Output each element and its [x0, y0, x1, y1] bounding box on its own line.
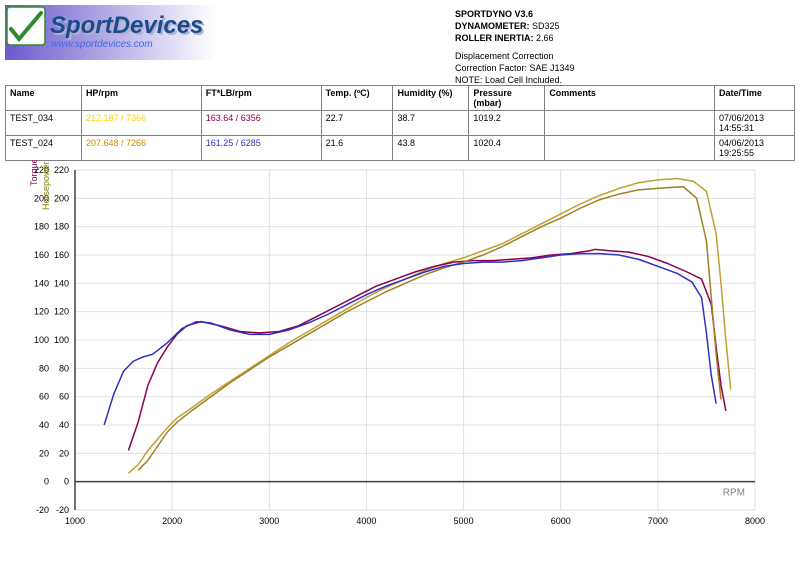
table-cell: [545, 136, 715, 161]
svg-text:SportDevices: SportDevices: [50, 12, 203, 39]
svg-text:140: 140: [34, 278, 49, 288]
factor-label: Correction Factor: SAE J1349: [455, 62, 575, 74]
table-cell: [545, 111, 715, 136]
table-row: TEST_034212.187 / 7366163.64 / 635622.73…: [6, 111, 795, 136]
table-cell: 07/06/2013 14:55:31: [715, 111, 795, 136]
app-version: SPORTDYNO V3.6: [455, 9, 533, 19]
col-header: Comments: [545, 86, 715, 111]
svg-text:40: 40: [59, 420, 69, 430]
col-header: Temp. (ºC): [321, 86, 393, 111]
dyno-label: DYNAMOMETER:: [455, 21, 530, 31]
svg-text:0: 0: [44, 477, 49, 487]
table-cell: 161.25 / 6285: [201, 136, 321, 161]
svg-text:140: 140: [54, 278, 69, 288]
table-cell: 1020.4: [469, 136, 545, 161]
svg-text:100: 100: [34, 335, 49, 345]
svg-text:4000: 4000: [356, 516, 376, 526]
svg-text:160: 160: [34, 250, 49, 260]
svg-text:www.sportdevices.com: www.sportdevices.com: [51, 39, 153, 50]
col-header: Date/Time: [715, 86, 795, 111]
table-cell: 207.648 / 7266: [81, 136, 201, 161]
svg-text:6000: 6000: [551, 516, 571, 526]
svg-text:2000: 2000: [162, 516, 182, 526]
svg-text:20: 20: [39, 448, 49, 458]
table-cell: TEST_034: [6, 111, 82, 136]
table-cell: 21.6: [321, 136, 393, 161]
svg-text:60: 60: [59, 392, 69, 402]
table-row: TEST_024207.648 / 7266161.25 / 628521.64…: [6, 136, 795, 161]
svg-text:20: 20: [59, 448, 69, 458]
svg-text:Horsepower: Horsepower: [41, 161, 51, 210]
svg-text:0: 0: [64, 477, 69, 487]
svg-text:120: 120: [34, 307, 49, 317]
svg-text:5000: 5000: [454, 516, 474, 526]
svg-text:RPM: RPM: [723, 488, 745, 499]
col-header: Pressure (mbar): [469, 86, 545, 111]
chart-svg: -20 -20 0 0 20 20 40 40 60 60 80 80 100 100 120 120 140 1…: [25, 160, 785, 560]
svg-text:7000: 7000: [648, 516, 668, 526]
svg-text:80: 80: [59, 363, 69, 373]
table-header-row: NameHP/rpmFT*LB/rpmTemp. (ºC)Humidity (%…: [6, 86, 795, 111]
table-cell: 163.64 / 6356: [201, 111, 321, 136]
svg-text:3000: 3000: [259, 516, 279, 526]
svg-text:100: 100: [54, 335, 69, 345]
corr-label: Displacement Correction: [455, 50, 575, 62]
header-info: SPORTDYNO V3.6 DYNAMOMETER: SD325 ROLLER…: [455, 8, 575, 86]
col-header: FT*LB/rpm: [201, 86, 321, 111]
svg-text:-20: -20: [56, 505, 69, 515]
table-cell: 04/06/2013 19:25:55: [715, 136, 795, 161]
table-cell: 43.8: [393, 136, 469, 161]
dyno-chart: -20 -20 0 0 20 20 40 40 60 60 80 80 100 100 120 120 140 1…: [25, 160, 785, 560]
inertia-val: 2.66: [536, 33, 554, 43]
inertia-label: ROLLER INERTIA:: [455, 33, 534, 43]
svg-text:-20: -20: [36, 505, 49, 515]
svg-text:Torque: Torque: [29, 160, 39, 186]
svg-text:120: 120: [54, 307, 69, 317]
svg-text:220: 220: [54, 165, 69, 175]
col-header: Name: [6, 86, 82, 111]
svg-text:1000: 1000: [65, 516, 85, 526]
svg-text:200: 200: [54, 193, 69, 203]
table-body: TEST_034212.187 / 7366163.64 / 635622.73…: [6, 111, 795, 161]
dyno-val: SD325: [532, 21, 560, 31]
svg-text:180: 180: [54, 222, 69, 232]
svg-text:40: 40: [39, 420, 49, 430]
svg-text:180: 180: [34, 222, 49, 232]
table-cell: TEST_024: [6, 136, 82, 161]
svg-text:60: 60: [39, 392, 49, 402]
table-cell: 38.7: [393, 111, 469, 136]
svg-text:8000: 8000: [745, 516, 765, 526]
col-header: HP/rpm: [81, 86, 201, 111]
svg-text:160: 160: [54, 250, 69, 260]
table-cell: 22.7: [321, 111, 393, 136]
table-cell: 1019.2: [469, 111, 545, 136]
table-cell: 212.187 / 7366: [81, 111, 201, 136]
col-header: Humidity (%): [393, 86, 469, 111]
results-table: NameHP/rpmFT*LB/rpmTemp. (ºC)Humidity (%…: [5, 85, 795, 161]
svg-text:80: 80: [39, 363, 49, 373]
logo: SportDevices SportDevices www.sportdevic…: [5, 5, 215, 60]
